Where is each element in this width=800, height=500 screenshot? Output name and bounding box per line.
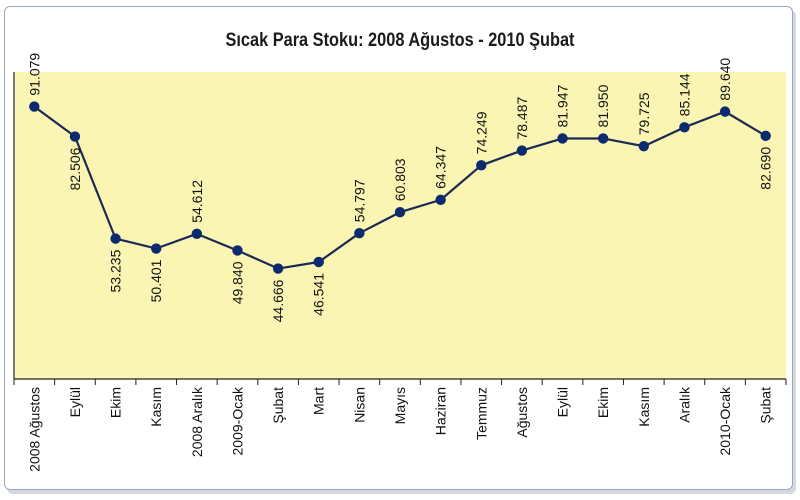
x-tick-label: Şubat xyxy=(758,387,774,424)
data-label: 81.947 xyxy=(555,84,571,127)
data-point xyxy=(679,122,690,133)
data-point xyxy=(394,207,406,218)
data-label: 74.249 xyxy=(473,111,489,154)
data-point xyxy=(29,101,40,112)
x-tick-label: 2009-Ocak xyxy=(229,386,245,455)
x-tick-label: Kasım xyxy=(148,387,164,427)
chart-title: Sıcak Para Stoku: 2008 Ağustos - 2010 Şu… xyxy=(225,30,575,51)
x-tick-label: Aralık xyxy=(676,386,692,423)
data-label: 53.235 xyxy=(108,249,124,292)
x-tick-label: Eylül xyxy=(555,387,571,417)
x-tick-label: Nisan xyxy=(351,387,367,423)
data-label: 85.144 xyxy=(676,73,692,116)
x-tick-label: 2010-Ocak xyxy=(717,386,733,455)
data-label: 91.079 xyxy=(26,53,42,96)
data-label: 78.487 xyxy=(514,97,530,140)
data-label: 81.950 xyxy=(595,84,611,127)
data-label: 54.612 xyxy=(189,180,205,223)
labels: 91.079 82.506 53.235 50.401 54.612 49.840 44.6… xyxy=(26,53,773,472)
x-tick-label: Eylül xyxy=(67,387,83,417)
x-tick-label: Şubat xyxy=(270,387,286,424)
x-tick-label: Kasım xyxy=(636,387,652,427)
x-tick-label: Temmuz xyxy=(473,387,489,440)
data-point xyxy=(272,263,284,274)
x-tick-label: 2008 Ağustos xyxy=(26,387,42,472)
x-tick-label: Ekim xyxy=(108,387,124,418)
data-label: 89.640 xyxy=(717,58,733,101)
plot-area xyxy=(14,72,786,379)
data-point xyxy=(638,141,649,152)
data-label: 82.506 xyxy=(67,147,83,190)
data-point xyxy=(354,227,365,239)
data-label: 82.690 xyxy=(758,147,774,190)
data-label: 44.666 xyxy=(270,279,286,322)
data-label: 46.541 xyxy=(311,273,327,316)
data-point xyxy=(110,233,121,244)
x-tick-label: Mart xyxy=(311,387,327,415)
data-label: 49.840 xyxy=(229,261,245,304)
data-label: 54.797 xyxy=(351,179,367,222)
data-label: 60.803 xyxy=(392,158,408,201)
x-tick-label: Haziran xyxy=(433,387,449,435)
data-point xyxy=(69,131,81,142)
data-label: 79.725 xyxy=(636,92,652,135)
data-label: 50.401 xyxy=(148,259,164,302)
x-tick-label: 2008 Aralık xyxy=(189,386,205,457)
data-point xyxy=(435,194,446,206)
data-point xyxy=(151,243,162,254)
data-point xyxy=(516,145,528,156)
x-tick-label: Ekim xyxy=(595,387,611,418)
data-point xyxy=(313,256,324,268)
data-point xyxy=(191,228,203,240)
data-point xyxy=(476,160,487,171)
data-label: 64.347 xyxy=(433,146,449,189)
data-point xyxy=(557,133,568,144)
data-point xyxy=(232,245,243,256)
axes xyxy=(13,72,787,385)
data-point xyxy=(597,133,609,144)
data-point xyxy=(719,106,731,117)
data-point xyxy=(760,130,771,142)
x-tick-label: Ağustos xyxy=(514,387,530,438)
series xyxy=(29,101,771,274)
x-tick-label: Mayıs xyxy=(392,387,408,424)
